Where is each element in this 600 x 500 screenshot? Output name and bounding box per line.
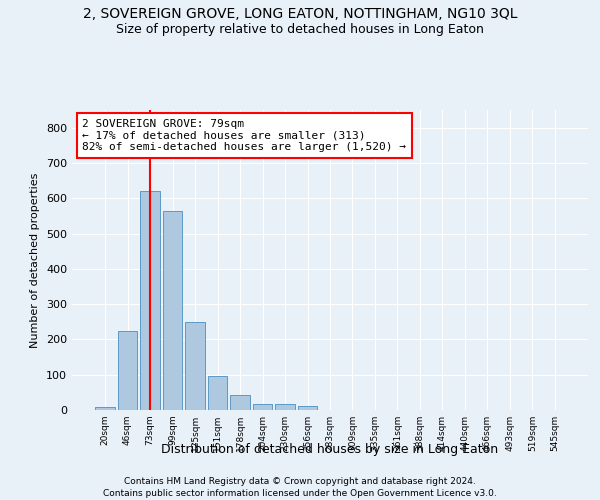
Bar bbox=[230, 395, 250, 410]
Bar bbox=[275, 404, 295, 410]
Bar bbox=[185, 322, 205, 410]
Text: Distribution of detached houses by size in Long Eaton: Distribution of detached houses by size … bbox=[161, 442, 499, 456]
Text: Contains public sector information licensed under the Open Government Licence v3: Contains public sector information licen… bbox=[103, 489, 497, 498]
Bar bbox=[163, 210, 182, 410]
Bar bbox=[95, 407, 115, 410]
Bar bbox=[298, 406, 317, 410]
Bar bbox=[208, 376, 227, 410]
Text: Size of property relative to detached houses in Long Eaton: Size of property relative to detached ho… bbox=[116, 22, 484, 36]
Text: Contains HM Land Registry data © Crown copyright and database right 2024.: Contains HM Land Registry data © Crown c… bbox=[124, 478, 476, 486]
Bar bbox=[140, 191, 160, 410]
Bar bbox=[253, 404, 272, 410]
Text: 2, SOVEREIGN GROVE, LONG EATON, NOTTINGHAM, NG10 3QL: 2, SOVEREIGN GROVE, LONG EATON, NOTTINGH… bbox=[83, 8, 517, 22]
Text: 2 SOVEREIGN GROVE: 79sqm
← 17% of detached houses are smaller (313)
82% of semi-: 2 SOVEREIGN GROVE: 79sqm ← 17% of detach… bbox=[82, 119, 406, 152]
Y-axis label: Number of detached properties: Number of detached properties bbox=[31, 172, 40, 348]
Bar bbox=[118, 330, 137, 410]
